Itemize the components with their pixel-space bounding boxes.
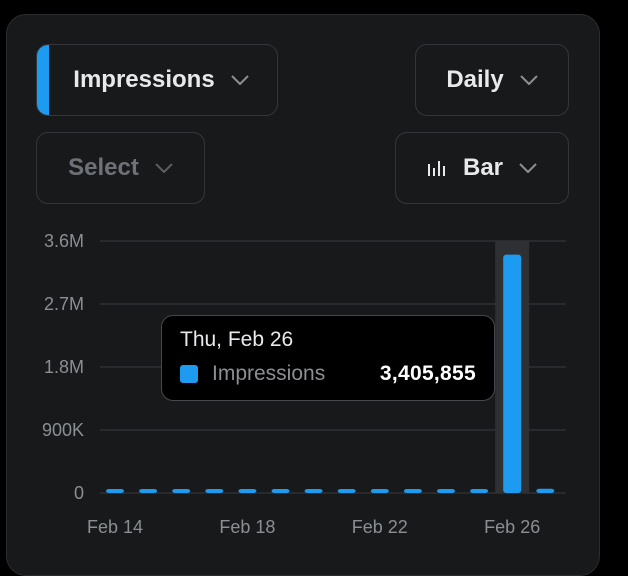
chevron-down-icon [519, 75, 538, 85]
tooltip-series-swatch [180, 365, 198, 383]
chart-type-label: Bar [462, 154, 504, 181]
metric-dropdown-label: Impressions [73, 66, 215, 93]
compare-metric-dropdown[interactable]: Select [36, 132, 205, 204]
tooltip-row: Impressions 3,405,855 [180, 362, 476, 386]
bar [470, 489, 489, 493]
chevron-down-icon [155, 163, 173, 173]
impressions-bar-chart: 0 900K 1.8M 2.7M 3.6M Feb 14 Feb 18 Feb 22 Feb 2… [42, 231, 566, 537]
period-dropdown[interactable]: Daily [415, 44, 569, 116]
chart-type-dropdown[interactable]: Bar [395, 132, 569, 204]
tooltip-series-name: Impressions [212, 362, 326, 385]
bar [370, 489, 389, 493]
bar [238, 489, 257, 493]
bar [403, 489, 422, 493]
x-tick-label: Feb 22 [352, 517, 408, 537]
metric-dropdown[interactable]: Impressions [36, 44, 278, 116]
tooltip-date: Thu, Feb 26 [180, 328, 294, 351]
bar [437, 489, 455, 493]
compare-dropdown-placeholder: Select [68, 154, 139, 181]
bar [536, 488, 555, 493]
tooltip-value: 3,405,855 [379, 362, 476, 385]
bar-chart-icon [427, 161, 445, 176]
y-tick-label: 900K [42, 420, 84, 440]
y-tick-label: 2.7M [44, 294, 84, 314]
bar [271, 489, 290, 493]
bar [172, 489, 191, 493]
x-tick-label: Feb 26 [484, 517, 540, 537]
bar [139, 489, 158, 493]
period-dropdown-label: Daily [446, 66, 504, 93]
bar [503, 254, 522, 493]
chevron-down-icon [519, 163, 537, 173]
x-tick-label: Feb 14 [87, 517, 143, 537]
bar [337, 489, 356, 493]
y-tick-label: 0 [74, 483, 84, 503]
chart-tooltip: Thu, Feb 26 Impressions 3,405,855 [161, 315, 495, 401]
x-tick-label: Feb 18 [219, 517, 275, 537]
bar [106, 489, 124, 493]
metric-color-indicator [37, 45, 49, 115]
chevron-down-icon [230, 75, 249, 85]
bar [304, 489, 323, 493]
y-tick-label: 3.6M [44, 231, 84, 251]
y-tick-label: 1.8M [44, 357, 84, 377]
bar [205, 489, 224, 493]
